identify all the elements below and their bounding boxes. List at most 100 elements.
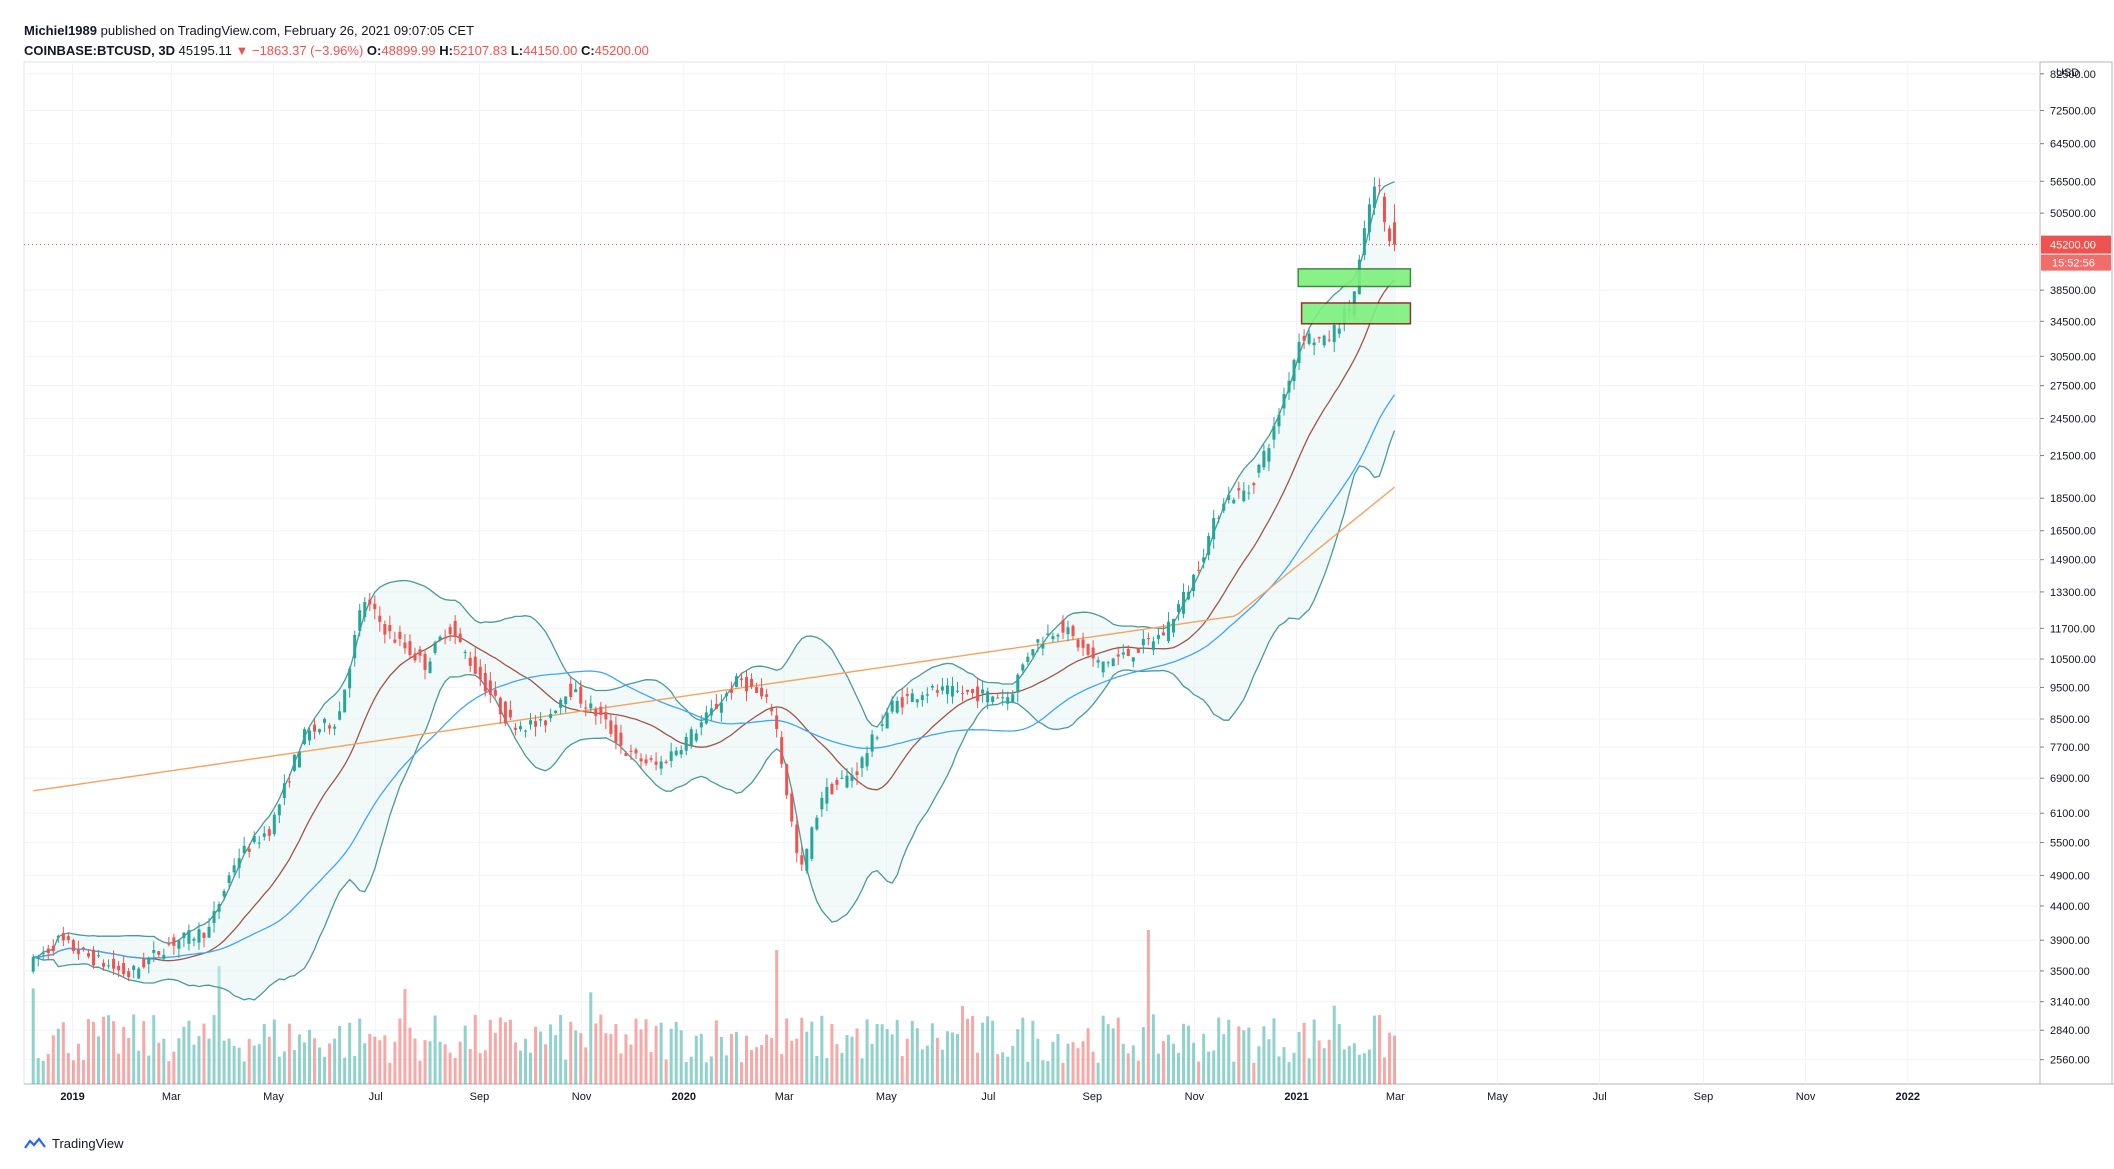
symbol-label[interactable]: COINBASE:BTCUSD, 3D (24, 43, 175, 58)
down-arrow-icon: ▼ (235, 43, 249, 58)
volume-bar (1272, 1018, 1276, 1084)
candle-body (986, 691, 990, 703)
volume-bar (66, 1052, 70, 1084)
candle-body (1327, 339, 1331, 341)
volume-bar (242, 1061, 246, 1084)
candle-body (313, 724, 317, 732)
candle-body (669, 751, 673, 761)
candle-body (448, 627, 452, 634)
candle-body (805, 848, 809, 871)
volume-bar (488, 1019, 492, 1084)
time-tick-label: Mar (162, 1091, 181, 1103)
volume-bar (348, 1022, 352, 1084)
volume-bar (152, 1015, 156, 1084)
candle-body (1312, 342, 1316, 346)
candle-body (1317, 336, 1321, 339)
volume-bar (996, 1054, 1000, 1084)
candle-body (981, 689, 985, 694)
candle-body (935, 690, 939, 693)
volume-bar (870, 1043, 874, 1084)
candle-body (729, 689, 733, 693)
price-change: −1863.37 (−3.96%) (251, 43, 364, 58)
volume-bar (393, 1041, 397, 1084)
price-tick-label: 3140.00 (2050, 997, 2090, 1009)
candle-body (137, 968, 141, 979)
candle-body (724, 693, 728, 697)
volume-bar (137, 1050, 141, 1084)
resistance-zone-upper[interactable] (1297, 268, 1412, 288)
volume-bar (940, 1049, 944, 1084)
volume-bar (423, 1040, 427, 1084)
volume-bar (122, 1026, 126, 1084)
tradingview-footer[interactable]: TradingView (24, 1136, 124, 1151)
candle-body (649, 758, 653, 760)
candle-body (880, 724, 884, 726)
candle-body (1307, 333, 1311, 344)
time-tick-label: 2022 (1895, 1091, 1919, 1103)
price-tick-label: 18500.00 (2050, 493, 2096, 505)
candle-body (272, 814, 276, 835)
candle-body (167, 943, 171, 945)
volume-bar (830, 1023, 834, 1084)
candle-body (795, 824, 799, 853)
volume-bar (739, 1062, 743, 1084)
candle-body (1076, 639, 1080, 648)
volume-bar (729, 1033, 733, 1084)
volume-bar (212, 1015, 216, 1084)
volume-bar (453, 1057, 457, 1084)
candle-body (398, 631, 402, 639)
price-tick-label: 30500.00 (2050, 351, 2096, 363)
volume-bar (915, 1028, 919, 1084)
volume-bar (1212, 1050, 1216, 1084)
candle-body (488, 680, 492, 695)
volume-bar (373, 1036, 377, 1084)
candle-body (689, 729, 693, 746)
volume-bar (800, 1017, 804, 1084)
time-tick-label: Sep (1694, 1091, 1714, 1103)
candle-body (468, 657, 472, 666)
volume-bar (46, 1053, 50, 1084)
volume-bar (966, 1018, 970, 1084)
candle-body (1252, 483, 1256, 486)
candle-body (534, 721, 538, 727)
price-tick-label: 2560.00 (2050, 1055, 2090, 1067)
resistance-zone-lower[interactable] (1300, 302, 1412, 325)
price-tick-label: 82500.00 (2050, 69, 2096, 81)
candle-body (910, 693, 914, 703)
candle-body (41, 953, 45, 955)
volume-bar (955, 1033, 959, 1084)
volume-bar (217, 966, 221, 1084)
candle-body (755, 687, 759, 693)
candle-body (639, 758, 643, 762)
candle-body (1182, 591, 1186, 614)
chart-header: Michiel1989 published on TradingView.com… (24, 22, 649, 60)
price-tick-label: 3900.00 (2050, 935, 2090, 947)
price-tick-label: 5500.00 (2050, 838, 2090, 850)
candle-body (373, 603, 377, 610)
volume-bar (162, 1038, 166, 1084)
candle-body (830, 783, 834, 795)
volume-bar (1202, 1033, 1206, 1084)
volume-bar (1192, 1042, 1196, 1084)
volume-bar (302, 1042, 306, 1084)
candle-body (1161, 632, 1165, 636)
candle-body (147, 958, 151, 965)
candle-body (1332, 325, 1336, 343)
candle-body (227, 875, 231, 884)
volume-bar (900, 1056, 904, 1084)
candle-body (1337, 328, 1341, 334)
volume-bar (1046, 1061, 1050, 1084)
volume-bar (634, 1018, 638, 1084)
volume-bar (815, 1055, 819, 1084)
volume-bar (97, 1036, 101, 1084)
author-name[interactable]: Michiel1989 (24, 23, 97, 38)
price-axis-panel[interactable] (2039, 61, 2113, 1085)
candle-body (569, 683, 573, 697)
volume-bar (1036, 1038, 1040, 1084)
candle-body (1242, 490, 1246, 502)
candle-body (619, 732, 623, 746)
candle-body (1051, 636, 1055, 640)
volume-bar (885, 1029, 889, 1084)
